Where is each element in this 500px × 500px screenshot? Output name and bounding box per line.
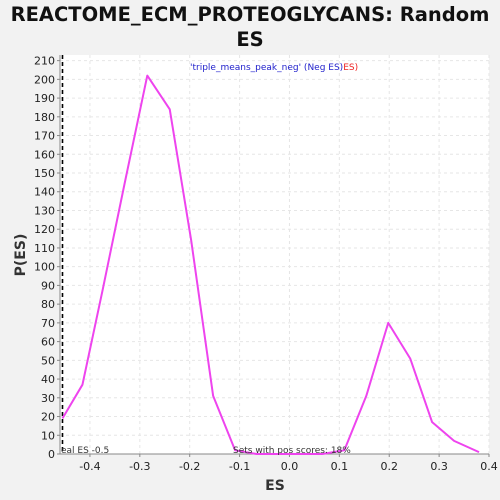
x-tick-label: -0.4 xyxy=(79,460,100,473)
y-tick-label: 160 xyxy=(34,148,55,161)
plot-area xyxy=(60,55,489,454)
y-tick-label: 140 xyxy=(34,186,55,199)
y-tick-label: 170 xyxy=(34,130,55,143)
y-tick-label: 40 xyxy=(41,373,55,386)
x-tick-label: 0.3 xyxy=(430,460,448,473)
vline-label: eal ES -0.5 xyxy=(61,446,109,456)
legend-suffix: ES) xyxy=(343,63,358,73)
y-tick-label: 70 xyxy=(41,317,55,330)
grid xyxy=(60,55,490,454)
bottom-annotation: Sets with pos scores: 18% xyxy=(233,446,351,456)
y-tick-label: 190 xyxy=(34,92,55,105)
x-tick-label: 0.4 xyxy=(480,460,498,473)
y-tick-label: 90 xyxy=(41,279,55,292)
x-ticks: -0.4 -0.3 -0.2 -0.1 0.0 0.1 0.2 0.3 0.4 xyxy=(79,454,498,473)
y-tick-label: 210 xyxy=(34,55,55,68)
y-tick-label: 180 xyxy=(34,111,55,124)
y-tick-label: 30 xyxy=(41,392,55,405)
y-tick-label: 0 xyxy=(48,448,55,461)
y-tick-label: 130 xyxy=(34,204,55,217)
y-tick-label: 150 xyxy=(34,167,55,180)
x-axis-title: ES xyxy=(265,478,285,494)
y-axis-title: P(ES) xyxy=(13,234,29,277)
y-tick-label: 10 xyxy=(41,429,55,442)
y-tick-label: 80 xyxy=(41,298,55,311)
y-tick-label: 100 xyxy=(34,261,55,274)
y-ticks: 0 10 20 30 40 50 60 70 80 90 100 110 120 130 140 150 160… xyxy=(34,55,60,461)
x-tick-label: -0.1 xyxy=(229,460,250,473)
chart-title-line1: REACTOME_ECM_PROTEOGLYCANS: Random ES xyxy=(10,3,490,51)
x-tick-label: -0.2 xyxy=(179,460,200,473)
series-line xyxy=(61,74,480,455)
legend-entry: 'triple_means_peak_neg' (Neg ES)ES) xyxy=(190,63,358,73)
y-tick-label: 120 xyxy=(34,223,55,236)
x-tick-label: -0.3 xyxy=(129,460,150,473)
x-tick-label: 0.2 xyxy=(380,460,398,473)
y-tick-label: 200 xyxy=(34,73,55,86)
y-tick-label: 20 xyxy=(41,411,55,424)
y-tick-label: 60 xyxy=(41,336,55,349)
x-tick-label: 0.1 xyxy=(331,460,349,473)
legend-text: 'triple_means_peak_neg' (Neg ES) xyxy=(190,63,343,73)
y-tick-label: 50 xyxy=(41,354,55,367)
x-tick-label: 0.0 xyxy=(281,460,299,473)
y-tick-label: 110 xyxy=(34,242,55,255)
